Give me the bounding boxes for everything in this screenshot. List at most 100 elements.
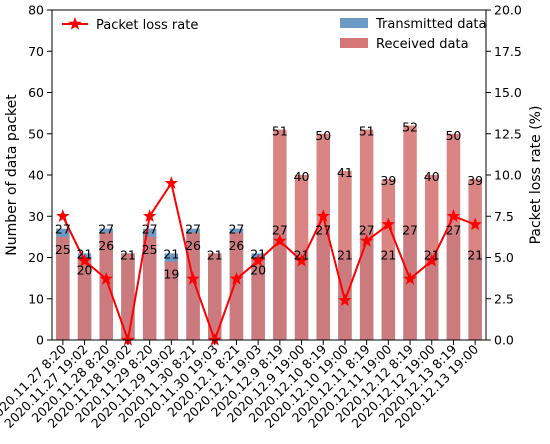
plot-area — [52, 10, 486, 340]
transmitted-label: 21 — [337, 247, 353, 262]
transmitted-label: 27 — [142, 222, 158, 237]
received-label: 25 — [142, 242, 158, 257]
transmitted-label: 27 — [359, 223, 375, 238]
received-label: 40 — [294, 169, 310, 184]
received-bar — [77, 257, 92, 340]
received-bar — [403, 125, 417, 340]
received-label: 21 — [207, 247, 223, 262]
received-bar — [56, 236, 70, 340]
y-tick-label: 0 — [36, 333, 44, 348]
received-label: 26 — [185, 238, 201, 253]
loss-marker — [446, 209, 461, 222]
received-label: 19 — [163, 267, 179, 282]
y-tick-label: 40 — [28, 168, 44, 183]
y-tick-label: 10 — [28, 291, 44, 306]
y-tick-label: 30 — [28, 209, 44, 224]
received-bar — [186, 232, 200, 340]
y-tick-label: 80 — [28, 3, 44, 18]
received-label: 51 — [272, 124, 288, 139]
transmitted-label: 27 — [272, 223, 288, 238]
received-label: 26 — [228, 238, 244, 253]
loss-marker — [273, 234, 287, 247]
loss-marker — [99, 271, 113, 285]
loss-marker — [77, 253, 92, 267]
received-label: 20 — [250, 263, 266, 278]
y2-tick-label: 10.0 — [494, 168, 522, 183]
legend: Packet loss rate Transmitted data Received… — [62, 17, 487, 52]
loss-marker — [229, 271, 244, 285]
loss-marker — [186, 271, 200, 285]
y-axis-label: Number of data packet — [4, 94, 20, 256]
received-bar — [164, 261, 179, 340]
loss-marker — [425, 253, 439, 267]
received-label: 26 — [98, 238, 114, 253]
transmitted-label: 21 — [250, 246, 266, 261]
received-bar — [381, 179, 396, 340]
y2-tick-label: 12.5 — [494, 126, 522, 141]
loss-marker — [403, 271, 417, 285]
loss-marker — [142, 209, 157, 222]
legend-swatch-transmitted — [340, 18, 368, 28]
received-label: 52 — [402, 120, 418, 135]
received-label: 21 — [120, 247, 136, 262]
y2-tick-label: 17.5 — [494, 44, 522, 59]
received-bar — [338, 170, 352, 340]
loss-marker — [338, 293, 352, 307]
y-tick-label: 70 — [28, 44, 44, 59]
received-label: 41 — [337, 165, 353, 180]
transmitted-label: 27 — [55, 222, 71, 237]
legend-swatch-received — [340, 38, 368, 48]
transmitted-label: 27 — [402, 223, 418, 238]
received-label: 40 — [424, 169, 440, 184]
y2-tick-label: 0.0 — [494, 333, 514, 348]
received-label: 25 — [55, 242, 71, 257]
loss-marker — [316, 209, 330, 222]
y2-tick-label: 7.5 — [494, 209, 514, 224]
received-bar — [99, 232, 113, 340]
legend-label-transmitted: Transmitted data — [375, 17, 487, 32]
loss-marker — [468, 217, 482, 231]
y-axis-right: 0.0 2.5 5.0 7.5 10.0 12.5 15.0 17.5 20.0 — [486, 3, 522, 348]
transmitted-label: 27 — [445, 223, 461, 238]
legend-label-loss: Packet loss rate — [96, 18, 198, 33]
loss-marker — [251, 253, 265, 267]
y-tick-label: 60 — [28, 85, 44, 100]
y2-tick-label: 5.0 — [494, 250, 514, 265]
received-label: 39 — [467, 173, 483, 188]
loss-marker — [56, 209, 70, 222]
received-label: 50 — [315, 128, 331, 143]
received-label: 39 — [380, 173, 396, 188]
y-tick-label: 50 — [28, 126, 44, 141]
loss-marker — [208, 333, 222, 346]
transmitted-label: 27 — [315, 223, 331, 238]
received-bar — [446, 133, 461, 340]
y2-tick-label: 15.0 — [494, 85, 522, 100]
y2-axis-label: Packet loss rate (%) — [528, 106, 544, 245]
legend-label-received: Received data — [376, 37, 469, 52]
loss-marker — [164, 176, 179, 189]
received-bar — [251, 257, 265, 340]
loss-marker — [294, 253, 309, 267]
transmitted-label: 21 — [380, 247, 396, 262]
received-label: 20 — [77, 263, 93, 278]
loss-line — [56, 176, 482, 346]
transmitted-label: 27 — [185, 222, 201, 237]
received-bar — [468, 179, 482, 340]
loss-marker — [381, 217, 396, 231]
transmitted-label: 27 — [228, 222, 244, 237]
y-tick-label: 20 — [28, 250, 44, 265]
transmitted-label: 27 — [98, 222, 114, 237]
legend-star-icon — [68, 17, 82, 30]
received-bar — [142, 236, 157, 340]
loss-marker — [121, 333, 135, 346]
y2-tick-label: 20.0 — [494, 3, 522, 18]
bars — [56, 125, 482, 340]
loss-line-path — [61, 180, 476, 344]
transmitted-label: 21 — [424, 247, 440, 262]
received-label: 51 — [359, 124, 375, 139]
y2-tick-label: 2.5 — [494, 291, 514, 306]
transmitted-label: 21 — [163, 246, 179, 261]
